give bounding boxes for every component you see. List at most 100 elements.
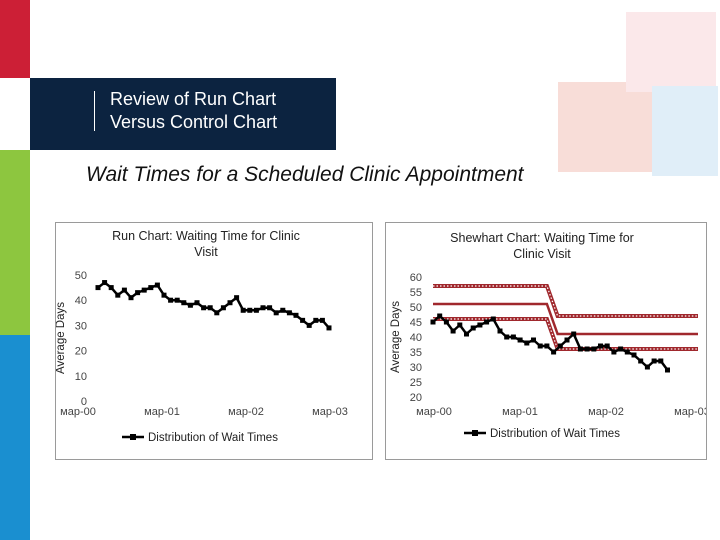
stripe-green: [0, 150, 30, 335]
control-chart-data-point: [584, 346, 590, 352]
control-chart-y-tick-label: 30: [410, 362, 422, 374]
control-chart-data-point: [470, 325, 476, 331]
control-chart-ucl-line-dots: [433, 285, 698, 317]
control-chart-lcl-line-dots: [433, 318, 698, 350]
run-chart-x-tick-label: мар-02: [228, 406, 264, 418]
run-chart-data-point: [313, 317, 319, 323]
control-chart-y-tick-label: 60: [410, 272, 422, 284]
slide-subtitle: Wait Times for a Scheduled Clinic Appoin…: [86, 163, 524, 186]
run-chart-data-point: [306, 322, 312, 328]
run-chart-data-point: [135, 290, 141, 296]
control-chart-data-point: [564, 337, 570, 343]
control-chart-data-point: [631, 352, 637, 358]
control-chart-data-point: [551, 349, 557, 355]
run-chart-data-point: [174, 297, 180, 303]
run-chart-data-point: [154, 282, 160, 288]
control-chart-data-point: [611, 349, 617, 355]
run-chart-data-point: [267, 305, 273, 311]
control-chart-title-line: Shewhart Chart: Waiting Time for: [450, 231, 634, 245]
title-accent-bar: [94, 91, 95, 131]
run-chart-y-axis-label: Average Days: [56, 302, 67, 374]
run-chart-data-point: [273, 310, 279, 316]
control-chart-data-point: [651, 358, 657, 364]
control-chart-data-point: [490, 316, 496, 322]
control-chart-center-line: [433, 302, 698, 336]
control-chart-y-tick-label: 50: [410, 302, 422, 314]
run-chart-data-point: [181, 300, 187, 306]
run-chart-y-tick-label: 10: [75, 371, 87, 383]
run-chart-data-point: [207, 305, 213, 311]
run-chart-y-tick-label: 30: [75, 320, 87, 332]
run-chart-title-line: Visit: [194, 245, 218, 259]
control-chart-data-point: [450, 328, 456, 334]
decorative-block-blue: [652, 86, 718, 176]
control-chart: Shewhart Chart: Waiting Time for Clinic V…: [385, 222, 710, 460]
control-chart-y-tick-label: 20: [410, 392, 422, 404]
stripe-white: [0, 78, 30, 150]
run-chart-y-tick-label: 0: [81, 396, 87, 408]
run-chart-series-line: [97, 281, 330, 329]
run-chart-data-point: [201, 305, 207, 311]
run-chart-data-point: [286, 310, 292, 316]
run-chart-data-point: [128, 295, 134, 301]
control-chart-data-point: [577, 346, 583, 352]
control-chart-legend-marker: [472, 430, 478, 436]
run-chart-x-tick-label: мар-01: [144, 406, 180, 418]
run-chart-data-point: [280, 307, 286, 313]
control-chart-data-point: [504, 334, 510, 340]
control-chart-data-point: [571, 331, 577, 337]
run-chart-data-point: [240, 307, 246, 313]
decorative-block-pink: [626, 12, 716, 92]
control-chart-data-point: [497, 328, 503, 334]
run-chart-svg: Run Chart: Waiting Time for Clinic Visit A…: [55, 229, 348, 444]
control-chart-data-point: [544, 343, 550, 349]
control-chart-data-point: [618, 346, 624, 352]
control-chart-y-axis-label: Average Days: [390, 301, 402, 373]
run-chart-x-tick-label: мар-00: [60, 406, 96, 418]
run-chart-data-point: [300, 317, 306, 323]
control-chart-y-tick-label: 55: [410, 287, 422, 299]
control-chart-x-tick-label: мар-03: [674, 406, 706, 418]
run-chart-data-point: [253, 307, 259, 313]
control-chart-data-point: [524, 340, 530, 346]
run-chart-data-point: [227, 300, 233, 306]
run-chart-data-point: [247, 307, 253, 313]
control-chart-ucl-line: [433, 284, 698, 318]
slide-title: Review of Run Chart Versus Control Chart: [110, 89, 278, 132]
control-chart-y-tick-label: 35: [410, 347, 422, 359]
control-chart-data-point: [624, 349, 630, 355]
control-chart-data-point: [457, 322, 463, 328]
control-chart-x-tick-label: мар-01: [502, 406, 538, 418]
control-chart-legend-label: Distribution of Wait Times: [490, 428, 620, 440]
run-chart-data-point: [141, 287, 147, 293]
run-chart-legend-marker: [130, 434, 136, 440]
control-chart-data-point: [531, 337, 536, 343]
decorative-block-red: [558, 82, 658, 172]
control-chart-data-point: [557, 343, 563, 349]
control-chart-data-point: [591, 346, 597, 352]
run-chart-data-point: [319, 317, 325, 323]
control-chart-y-tick-label: 40: [410, 332, 422, 344]
control-chart-data-point: [665, 367, 670, 373]
run-chart-data-point: [102, 280, 108, 286]
run-chart-data-point: [293, 312, 299, 318]
run-chart-x-tick-label: мар-03: [312, 406, 348, 418]
run-chart-data-point: [234, 295, 240, 301]
control-chart-x-tick-label: мар-00: [416, 406, 452, 418]
run-chart-data-point: [108, 285, 114, 291]
control-chart-data-point: [464, 331, 469, 337]
run-chart-data-point: [148, 285, 154, 291]
run-chart-data-point: [161, 292, 167, 298]
control-chart-x-tick-label: мар-02: [588, 406, 624, 418]
control-chart-data-point: [644, 364, 650, 370]
run-chart-data-point: [214, 310, 220, 316]
control-chart-data-point: [604, 343, 610, 349]
control-chart-data-point: [430, 319, 436, 325]
control-chart-data-point: [510, 334, 516, 340]
control-chart-y-tick-label: 25: [410, 377, 422, 389]
run-chart-y-tick-label: 20: [75, 346, 87, 358]
run-chart-title-line: Run Chart: Waiting Time for Clinic: [112, 229, 300, 243]
stripe-blue: [0, 335, 30, 540]
run-chart-data-point: [194, 300, 200, 306]
control-chart-data-point: [443, 319, 449, 325]
